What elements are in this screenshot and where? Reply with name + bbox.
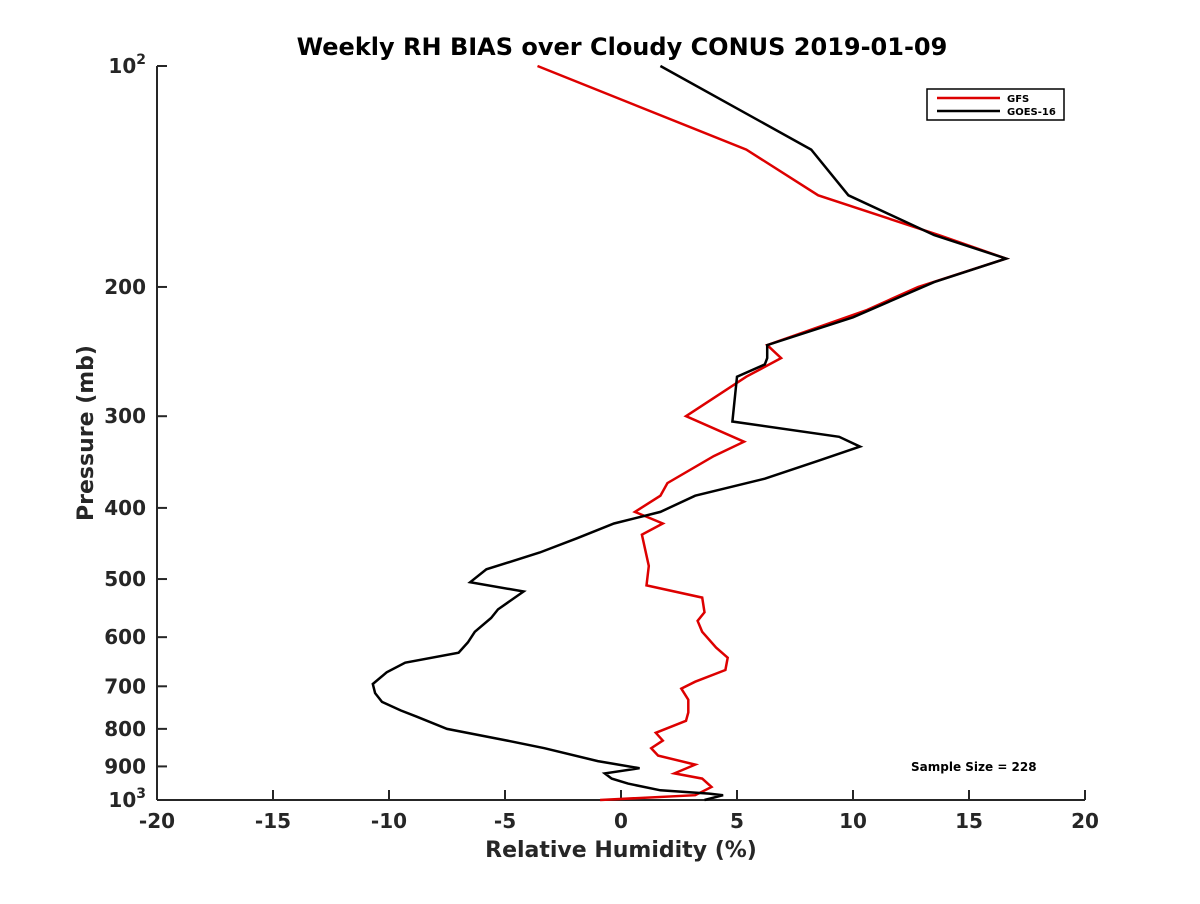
goes-16-series-line (371, 64, 1011, 802)
chart-title: Weekly RH BIAS over Cloudy CONUS 2019-01… (297, 33, 948, 61)
x-tick-label: -15 (255, 809, 291, 833)
y-tick-label: 900 (104, 754, 146, 778)
x-tick-label: -5 (494, 809, 516, 833)
legend-box (926, 88, 1065, 121)
y-tick-label: 103 (108, 786, 146, 812)
x-axis-label: Relative Humidity (%) (485, 838, 757, 863)
y-tick-label: 400 (104, 496, 146, 520)
y-tick-label: 500 (104, 567, 146, 591)
sample-size-annotation: Sample Size = 228 (911, 760, 1037, 774)
y-tick-label: 102 (108, 52, 146, 78)
y-tick-label: 700 (104, 674, 146, 698)
x-tick-label: 10 (839, 809, 867, 833)
x-tick-label: 5 (730, 809, 744, 833)
x-tick-label: 15 (955, 809, 983, 833)
plot-area: -20 -15 -10 -5 0 5 10 15 20 102 200 300 400 500 600 700… (104, 52, 1099, 833)
chart-legend: GFS GOES-16 (926, 88, 1065, 121)
x-tick-label: 0 (614, 809, 628, 833)
y-tick-label: 600 (104, 625, 146, 649)
y-axis-label: Pressure (mb) (74, 345, 99, 521)
gfs-series-line (537, 64, 1011, 802)
y-tick-label: 200 (104, 275, 146, 299)
x-tick-label: -10 (371, 809, 407, 833)
y-tick-label: 300 (104, 404, 146, 428)
legend-label-goes-16: GOES-16 (1007, 107, 1056, 118)
y-tick-label: 800 (104, 717, 146, 741)
x-tick-label: 20 (1071, 809, 1099, 833)
x-tick-label: -20 (139, 809, 175, 833)
legend-label-gfs: GFS (1007, 94, 1029, 105)
